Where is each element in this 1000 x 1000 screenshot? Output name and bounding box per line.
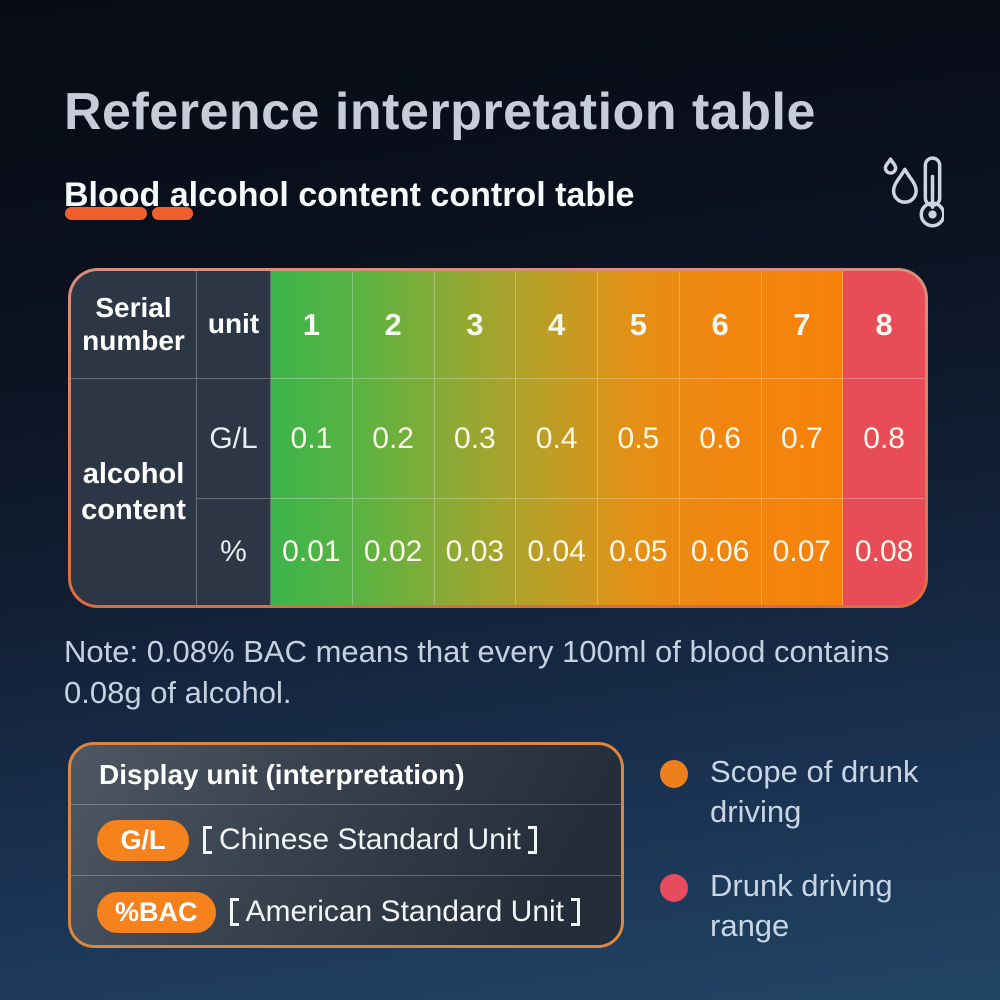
subtitle-block: Blood alcohol content control table	[64, 176, 784, 228]
display-unit-box: Display unit (interpretation) G/L Chines…	[68, 742, 624, 948]
table-header-number: 5	[598, 271, 680, 379]
bac-table: Serial number unit 1 2 3 4 5 6 7 8 alcoh…	[68, 268, 928, 608]
table-header-unit: unit	[197, 271, 271, 379]
table-header-serial: Serial number	[71, 271, 197, 379]
table-cell: 0.6	[679, 379, 762, 499]
legend-item-drunk-driving-range: Drunk driving range	[660, 866, 990, 947]
legend-line: range	[710, 907, 790, 943]
table-header-number: 8	[843, 271, 925, 379]
table-header-number: 7	[761, 271, 844, 379]
legend-line: Scope of drunk	[710, 754, 919, 789]
table-cell: 0.07	[762, 499, 844, 605]
table-cell: 0.4	[516, 379, 598, 499]
left-bracket-icon	[203, 826, 212, 854]
right-bracket-icon	[527, 826, 537, 854]
legend: Scope of drunk driving Drunk driving ran…	[660, 752, 990, 979]
table-row-label-alcohol-content: alcohol content	[71, 379, 197, 605]
table-header-number: 2	[352, 271, 435, 379]
right-bracket-icon	[571, 898, 581, 926]
unit-row-bac: %BAC American Standard Unit	[71, 876, 621, 945]
table-cell: 0.04	[516, 499, 598, 605]
table-cell: 0.03	[435, 499, 517, 605]
table-cell: 0.05	[598, 499, 680, 605]
table-cell: 0.06	[680, 499, 762, 605]
table-header-number: 6	[679, 271, 762, 379]
subtitle-underline-segment	[152, 207, 193, 220]
table-cell: 0.01	[271, 499, 353, 605]
table-cell: 0.8	[843, 379, 925, 499]
gl-badge: G/L	[97, 819, 189, 861]
legend-line: Drunk driving	[710, 867, 893, 903]
unit-label-american: American Standard Unit	[229, 895, 581, 929]
note-line-1: Note: 0.08% BAC means that every 100ml o…	[64, 634, 890, 669]
page-subtitle: Blood alcohol content control table	[64, 176, 635, 214]
bac-table-grid: Serial number unit 1 2 3 4 5 6 7 8 alcoh…	[71, 271, 925, 605]
legend-label: Scope of drunk driving	[710, 752, 919, 833]
table-cell: 0.1	[271, 379, 353, 499]
table-cell: 0.3	[434, 379, 517, 499]
table-header-number: 4	[516, 271, 598, 379]
unit-label-chinese: Chinese Standard Unit	[203, 823, 537, 857]
display-unit-heading: Display unit (interpretation)	[71, 745, 621, 805]
subtitle-underline-segment	[65, 207, 147, 220]
table-unit-cell: G/L	[197, 379, 271, 499]
droplet-thermometer-icon	[883, 156, 944, 228]
table-header-number: 3	[434, 271, 517, 379]
orange-dot-icon	[660, 760, 688, 788]
table-header-number: 1	[271, 271, 353, 379]
red-dot-icon	[660, 873, 688, 902]
legend-line: driving	[710, 794, 802, 830]
table-cell: 0.5	[598, 379, 680, 499]
left-bracket-icon	[229, 898, 239, 926]
table-cell: 0.02	[353, 499, 435, 605]
unit-row-gl: G/L Chinese Standard Unit	[71, 805, 621, 876]
note-text: Note: 0.08% BAC means that every 100ml o…	[64, 632, 974, 714]
unit-label-text: Chinese Standard Unit	[219, 823, 521, 856]
note-line-2: 0.08g of alcohol.	[64, 674, 292, 710]
table-cell: 0.7	[761, 379, 844, 499]
table-cell: 0.08	[854, 535, 914, 568]
page-title: Reference interpretation table	[64, 83, 816, 141]
table-cell: 0.2	[352, 379, 435, 499]
table-unit-cell: %	[197, 499, 271, 605]
legend-item-drunk-driving-scope: Scope of drunk driving	[660, 752, 990, 833]
legend-label: Drunk driving range	[710, 866, 893, 947]
unit-label-text: American Standard Unit	[245, 895, 565, 928]
bac-badge: %BAC	[97, 891, 216, 933]
